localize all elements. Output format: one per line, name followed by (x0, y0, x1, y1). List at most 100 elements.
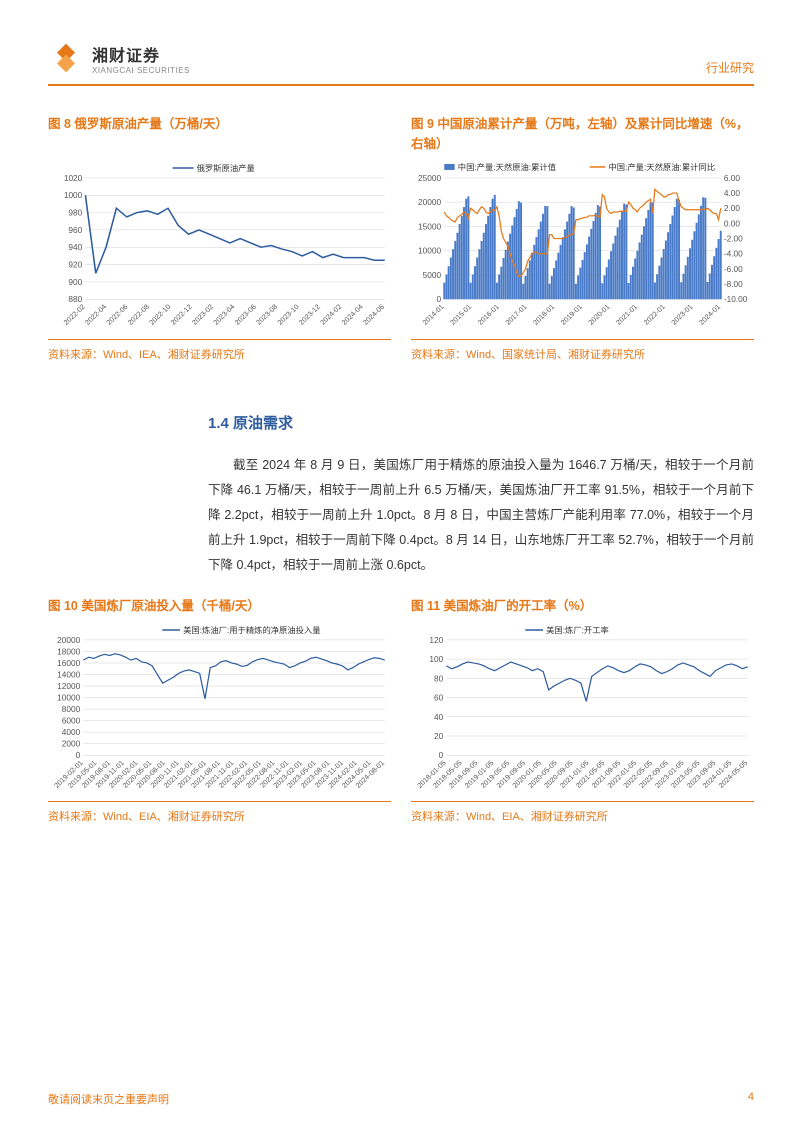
svg-text:2023-12: 2023-12 (297, 303, 322, 327)
svg-text:20000: 20000 (57, 636, 81, 645)
svg-text:16000: 16000 (57, 659, 81, 668)
svg-text:2021-01: 2021-01 (615, 303, 640, 327)
svg-text:1020: 1020 (64, 174, 83, 183)
svg-text:940: 940 (68, 243, 82, 252)
svg-text:2017-01: 2017-01 (504, 303, 529, 327)
svg-text:5000: 5000 (423, 271, 442, 280)
svg-text:12000: 12000 (57, 682, 81, 691)
svg-text:美国:炼厂:开工率: 美国:炼厂:开工率 (546, 625, 609, 635)
chart9-column: 图 9 中国原油累计产量（万吨，左轴）及累计同比增速（%，右轴） 0500010… (411, 114, 754, 362)
svg-text:960: 960 (68, 226, 82, 235)
chart8-box: 880900920940960980100010202022-022022-04… (48, 160, 391, 340)
header-divider (48, 84, 754, 86)
svg-text:20: 20 (434, 732, 444, 741)
chart8-svg: 880900920940960980100010202022-022022-04… (48, 160, 391, 339)
svg-text:2023-04: 2023-04 (212, 303, 237, 327)
chart10-box: 0200040006000800010000120001400016000180… (48, 622, 391, 802)
svg-text:4000: 4000 (62, 728, 81, 737)
chart10-title: 图 10 美国炼厂原油投入量（千桶/天） (48, 596, 391, 616)
svg-text:2022-08: 2022-08 (126, 303, 151, 327)
svg-text:4.00: 4.00 (724, 189, 741, 198)
chart9-svg: 0500010000150002000025000-10.00-8.00-6.0… (411, 160, 754, 339)
svg-text:15000: 15000 (418, 223, 442, 232)
svg-text:2000: 2000 (62, 740, 81, 749)
svg-text:2022-06: 2022-06 (105, 303, 130, 327)
svg-text:10000: 10000 (57, 694, 81, 703)
chart8-title: 图 8 俄罗斯原油产量（万桶/天） (48, 114, 391, 154)
svg-text:980: 980 (68, 209, 82, 218)
svg-text:2.00: 2.00 (724, 204, 741, 213)
chart8-column: 图 8 俄罗斯原油产量（万桶/天） 8809009209409609801000… (48, 114, 391, 362)
doc-type-label: 行业研究 (706, 59, 754, 76)
logo-block: 湘财证券 XIANGCAI SECURITIES (48, 40, 190, 76)
section-body: 截至 2024 年 8 月 9 日，美国炼厂用于精炼的原油投入量为 1646.7… (208, 453, 754, 578)
svg-text:-2.00: -2.00 (724, 235, 743, 244)
svg-text:8000: 8000 (62, 705, 81, 714)
svg-text:2022-02: 2022-02 (62, 303, 87, 327)
svg-text:20000: 20000 (418, 198, 442, 207)
svg-text:-4.00: -4.00 (724, 250, 743, 259)
charts-row-bottom: 图 10 美国炼厂原油投入量（千桶/天） 0200040006000800010… (48, 596, 754, 824)
svg-text:14000: 14000 (57, 671, 81, 680)
svg-text:-10.00: -10.00 (724, 295, 748, 304)
chart11-source: 资料来源：Wind、EIA、湘财证券研究所 (411, 808, 754, 824)
svg-text:2022-10: 2022-10 (148, 303, 173, 327)
svg-text:900: 900 (68, 278, 82, 287)
svg-text:2024-06: 2024-06 (362, 303, 387, 327)
svg-text:100: 100 (429, 655, 443, 664)
svg-text:6000: 6000 (62, 717, 81, 726)
chart9-box: 0500010000150002000025000-10.00-8.00-6.0… (411, 160, 754, 340)
svg-text:2022-01: 2022-01 (642, 303, 667, 327)
footer-disclaimer: 敬请阅读末页之重要声明 (48, 1091, 169, 1107)
svg-text:-6.00: -6.00 (724, 265, 743, 274)
svg-text:40: 40 (434, 713, 444, 722)
chart9-source: 资料来源：Wind、国家统计局、湘财证券研究所 (411, 346, 754, 362)
logo-en: XIANGCAI SECURITIES (92, 66, 190, 75)
logo-icon (48, 40, 84, 76)
svg-text:2014-01: 2014-01 (421, 303, 446, 327)
svg-text:-8.00: -8.00 (724, 280, 743, 289)
svg-text:2024-01: 2024-01 (698, 303, 723, 327)
svg-text:2023-02: 2023-02 (191, 303, 216, 327)
svg-text:18000: 18000 (57, 648, 81, 657)
svg-text:2024-04: 2024-04 (340, 303, 365, 327)
svg-text:2022-04: 2022-04 (84, 303, 109, 327)
chart10-svg: 0200040006000800010000120001400016000180… (48, 622, 391, 801)
svg-text:2022-12: 2022-12 (169, 303, 194, 327)
chart10-source: 资料来源：Wind、EIA、湘财证券研究所 (48, 808, 391, 824)
svg-text:25000: 25000 (418, 174, 442, 183)
chart11-svg: 0204060801001202018-01-052018-05-052018-… (411, 622, 754, 801)
svg-text:2023-10: 2023-10 (276, 303, 301, 327)
page-number: 4 (748, 1091, 754, 1107)
svg-text:2023-06: 2023-06 (233, 303, 258, 327)
svg-text:2024-02: 2024-02 (319, 303, 344, 327)
svg-text:2015-01: 2015-01 (449, 303, 474, 327)
chart11-column: 图 11 美国炼油厂的开工率（%） 0204060801001202018-01… (411, 596, 754, 824)
svg-text:6.00: 6.00 (724, 174, 741, 183)
chart9-title: 图 9 中国原油累计产量（万吨，左轴）及累计同比增速（%，右轴） (411, 114, 754, 154)
svg-text:10000: 10000 (418, 247, 442, 256)
svg-text:120: 120 (429, 636, 443, 645)
chart10-column: 图 10 美国炼厂原油投入量（千桶/天） 0200040006000800010… (48, 596, 391, 824)
page-header: 湘财证券 XIANGCAI SECURITIES 行业研究 (48, 40, 754, 82)
svg-text:80: 80 (434, 674, 444, 683)
svg-text:2016-01: 2016-01 (476, 303, 501, 327)
svg-text:2020-01: 2020-01 (587, 303, 612, 327)
svg-text:中国:产量:天然原油:累计值: 中国:产量:天然原油:累计值 (458, 162, 556, 172)
page-footer: 敬请阅读末页之重要声明 4 (48, 1091, 754, 1107)
svg-text:1000: 1000 (64, 191, 83, 200)
logo-text: 湘财证券 XIANGCAI SECURITIES (92, 42, 190, 75)
svg-text:俄罗斯原油产量: 俄罗斯原油产量 (197, 163, 255, 173)
svg-text:0.00: 0.00 (724, 220, 741, 229)
svg-text:2023-01: 2023-01 (670, 303, 695, 327)
svg-text:2023-08: 2023-08 (255, 303, 280, 327)
svg-text:60: 60 (434, 694, 444, 703)
chart8-source: 资料来源：Wind、IEA、湘财证券研究所 (48, 346, 391, 362)
charts-row-top: 图 8 俄罗斯原油产量（万桶/天） 8809009209409609801000… (48, 114, 754, 362)
svg-text:920: 920 (68, 261, 82, 270)
chart11-title: 图 11 美国炼油厂的开工率（%） (411, 596, 754, 616)
logo-cn: 湘财证券 (92, 42, 190, 66)
chart11-box: 0204060801001202018-01-052018-05-052018-… (411, 622, 754, 802)
svg-text:美国:炼油厂:用于精炼的净原油投入量: 美国:炼油厂:用于精炼的净原油投入量 (183, 625, 320, 635)
section-title: 1.4 原油需求 (208, 412, 754, 433)
